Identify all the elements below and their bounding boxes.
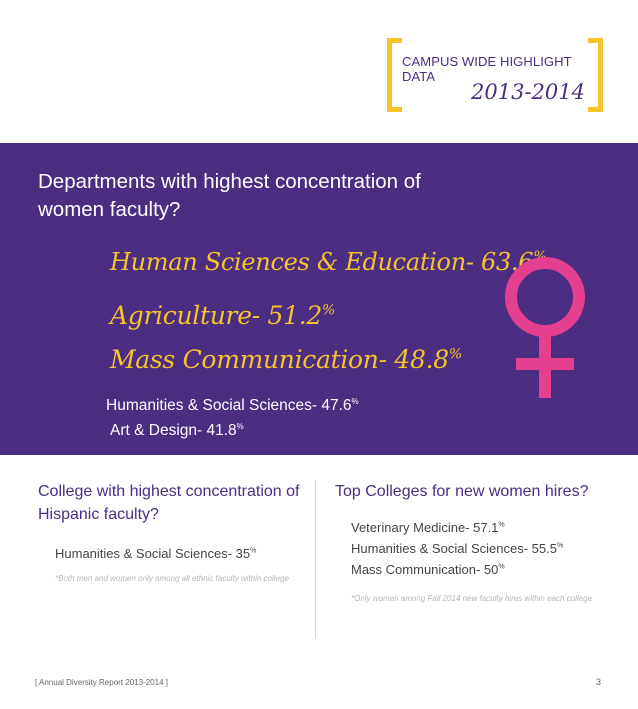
women-faculty-question: Departments with highest concentration o…	[38, 170, 421, 221]
hires-note: *Only women among Fall 2014 new faculty …	[351, 594, 593, 603]
right-bracket	[588, 38, 603, 112]
header-label: CAMPUS WIDE HIGHLIGHT DATA	[402, 54, 572, 84]
page-number: 3	[596, 677, 602, 687]
female-symbol-icon	[505, 257, 585, 398]
report-name: [ Annual Diversity Report 2013-2014 ]	[35, 678, 168, 687]
highlight-mass-communication: Mass Communication- 48.8%	[110, 345, 462, 374]
hispanic-item: Humanities & Social Sciences- 35%	[55, 546, 257, 561]
header-year: 2013-2014	[471, 80, 585, 104]
hires-question: Top Colleges for new women hires?	[335, 483, 589, 500]
left-bracket	[387, 38, 402, 112]
column-divider	[315, 480, 316, 638]
hispanic-question: College with highest concentration of Hi…	[38, 483, 300, 523]
highlight-human-sciences: Human Sciences & Education- 63.6%	[110, 248, 547, 276]
highlight-agriculture: Agriculture- 51.2%	[110, 301, 335, 330]
hires-item-veterinary: Veterinary Medicine- 57.1%	[351, 520, 505, 535]
other-humanities: Humanities & Social Sciences- 47.6%	[106, 397, 359, 415]
hires-item-humanities: Humanities & Social Sciences- 55.5%	[351, 541, 564, 556]
women-faculty-panel	[0, 143, 638, 455]
hires-item-mass-comm: Mass Communication- 50%	[351, 562, 505, 577]
hispanic-note: *Both men and women only among all ethni…	[55, 574, 289, 583]
other-art-design: Art & Design- 41.8%	[110, 422, 244, 440]
